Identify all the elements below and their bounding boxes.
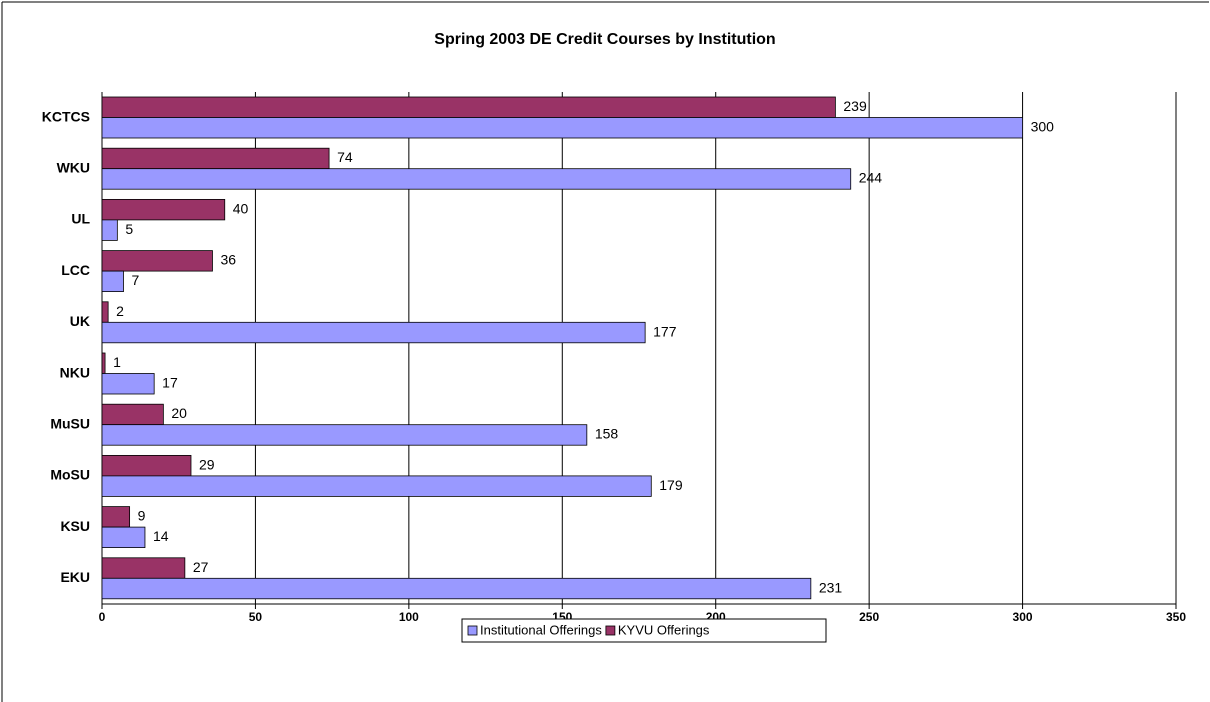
y-tick-label: UK (70, 313, 90, 329)
value-label: 239 (843, 98, 867, 114)
x-tick-label: 0 (99, 610, 106, 624)
bar (101, 454, 192, 477)
x-tick-label: 50 (249, 610, 263, 624)
bar (101, 321, 646, 344)
value-label: 231 (819, 579, 843, 595)
value-label: 300 (1031, 118, 1055, 134)
value-label: 158 (595, 426, 619, 442)
y-tick-label: MoSU (50, 467, 90, 483)
x-tick-label: 350 (1166, 610, 1186, 624)
bar (101, 506, 131, 528)
bar (101, 526, 146, 548)
x-tick-label: 250 (859, 610, 879, 624)
value-label: 177 (653, 323, 677, 339)
y-tick-label: MuSU (50, 416, 90, 432)
value-label: 5 (125, 221, 133, 237)
bar (101, 301, 109, 323)
value-label: 179 (659, 477, 683, 493)
value-label: 36 (220, 252, 236, 268)
value-label: 27 (193, 559, 209, 575)
legend-label: Institutional Offerings (480, 622, 602, 637)
bar (101, 352, 106, 374)
value-label: 17 (162, 374, 178, 390)
bar (101, 577, 812, 600)
bar (101, 117, 1023, 139)
bar (101, 168, 852, 190)
value-label: 20 (171, 405, 187, 421)
bar (101, 219, 118, 241)
y-tick-label: UL (71, 211, 90, 227)
y-tick-label: NKU (60, 364, 90, 380)
value-label: 7 (131, 272, 139, 288)
value-label: 2 (116, 303, 124, 319)
value-label: 9 (138, 508, 146, 524)
value-label: 74 (337, 149, 353, 165)
y-tick-label: KSU (60, 518, 90, 534)
bar (101, 424, 588, 446)
y-tick-label: KCTCS (42, 108, 90, 124)
value-label: 40 (233, 200, 249, 216)
legend-swatch (605, 625, 616, 636)
legend-box (461, 618, 827, 643)
legend-label: KYVU Offerings (618, 622, 710, 637)
bar (101, 557, 186, 579)
value-label: 14 (153, 528, 169, 544)
bar (101, 198, 226, 221)
value-label: 244 (859, 170, 883, 186)
value-label: 29 (199, 456, 215, 472)
chart-title: Spring 2003 DE Credit Courses by Institu… (434, 31, 775, 48)
bar (101, 96, 836, 118)
y-tick-label: WKU (57, 160, 90, 176)
bar (101, 270, 124, 293)
bar (101, 475, 652, 497)
bar (101, 403, 164, 426)
y-tick-label: LCC (61, 262, 90, 278)
bar (101, 250, 213, 272)
x-tick-label: 300 (1013, 610, 1033, 624)
bar (101, 373, 155, 395)
value-label: 1 (113, 354, 121, 370)
x-tick-label: 100 (399, 610, 419, 624)
bar (101, 147, 330, 170)
y-tick-label: EKU (60, 569, 90, 585)
legend-swatch (467, 625, 478, 636)
